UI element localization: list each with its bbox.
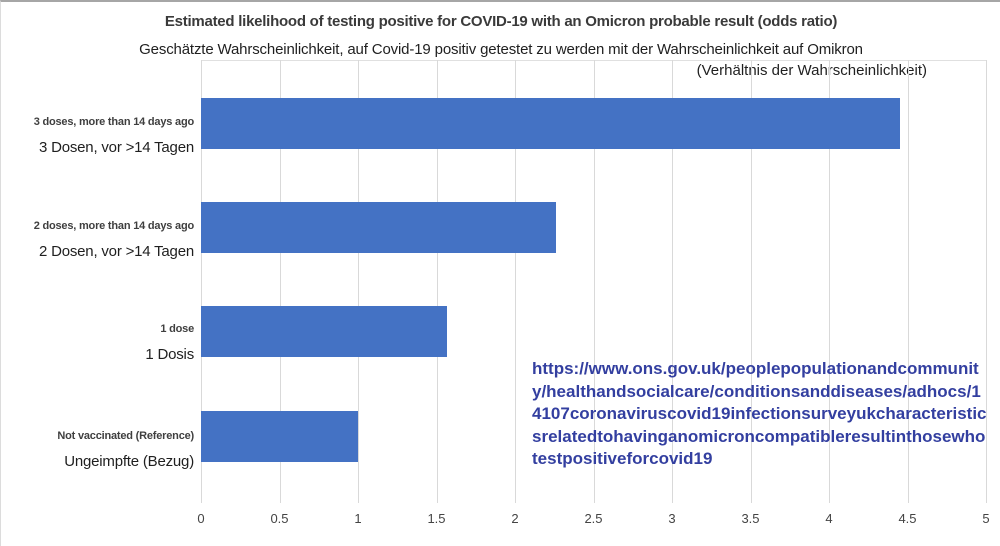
category-label-de: 3 Dosen, vor >14 Tagen — [38, 139, 194, 156]
category-label-en: 1 dose — [160, 323, 194, 335]
category-label-4: Not vaccinated (Reference) Ungeimpfte (Be… — [1, 430, 194, 471]
chart-subtitle-de: Geschätzte Wahrscheinlichkeit, auf Covid… — [139, 41, 863, 58]
x-gridline — [436, 60, 438, 503]
x-gridline — [593, 60, 595, 503]
bar-4 — [201, 411, 358, 462]
x-axis-tick-label: 5 — [982, 511, 990, 526]
chart-title: Estimated likelihood of testing positive… — [164, 13, 838, 30]
x-gridline — [358, 60, 359, 503]
bar-2 — [201, 202, 556, 253]
bar-1 — [201, 98, 900, 149]
x-axis-tick-label: 4.5 — [898, 511, 917, 526]
x-axis-tick-label: 1.5 — [427, 511, 446, 526]
category-label-en: Not vaccinated (Reference) — [57, 430, 194, 442]
category-label-1: 3 doses, more than 14 days ago 3 Dosen, v… — [1, 116, 194, 157]
bar-3 — [201, 306, 447, 357]
source-url-link[interactable]: https://www.ons.gov.uk/peoplepopulationa… — [532, 359, 987, 469]
category-label-de: 1 Dosis — [145, 346, 194, 363]
category-label-de: 2 Dosen, vor >14 Tagen — [38, 243, 194, 260]
x-axis-tick-label: 1 — [354, 511, 362, 526]
x-axis-tick-label: 3 — [668, 511, 676, 526]
chart-subtitle-de-continued: (Verhältnis der Wahrscheinlichkeit) — [696, 62, 927, 79]
x-gridline — [515, 60, 516, 503]
x-axis-tick-label: 2.5 — [584, 511, 603, 526]
x-axis-tick-label: 0.5 — [270, 511, 289, 526]
category-label-3: 1 dose 1 Dosis — [1, 323, 194, 364]
x-gridline — [672, 60, 673, 503]
category-label-en: 2 doses, more than 14 days ago — [33, 220, 194, 232]
category-label-de: Ungeimpfte (Bezug) — [64, 453, 194, 470]
x-axis-tick-label: 3.5 — [741, 511, 760, 526]
category-label-2: 2 doses, more than 14 days ago 2 Dosen, v… — [1, 220, 194, 261]
x-axis-tick-label: 4 — [825, 511, 833, 526]
x-gridline — [907, 60, 909, 503]
x-gridline — [750, 60, 752, 503]
x-gridline — [986, 60, 987, 503]
x-gridline — [279, 60, 281, 503]
x-gridline — [829, 60, 830, 503]
category-label-en: 3 doses, more than 14 days ago — [33, 116, 194, 128]
x-axis-tick-label: 0 — [197, 511, 205, 526]
x-axis-tick-label: 2 — [511, 511, 519, 526]
x-gridline — [201, 60, 202, 503]
